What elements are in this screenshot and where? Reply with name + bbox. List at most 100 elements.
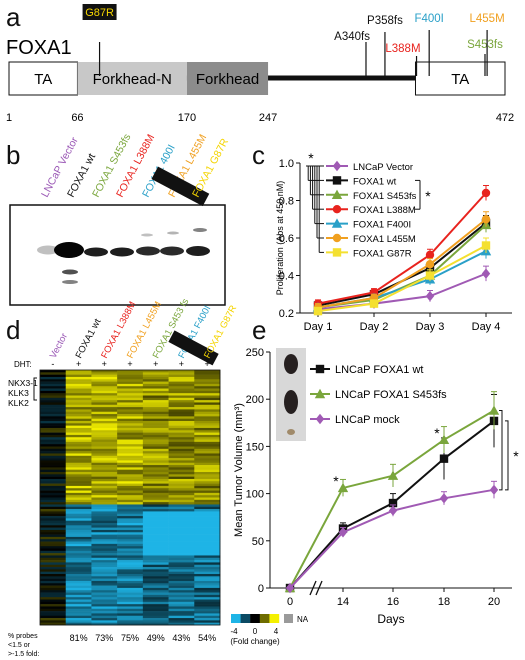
heatmap-cell [194, 504, 221, 508]
heatmap-cell [91, 421, 118, 424]
heatmap-cell [117, 557, 144, 561]
heatmap-cell [168, 397, 195, 401]
heatmap-cell [65, 381, 92, 385]
heatmap-cell [40, 488, 67, 491]
legend-label: FOXA1 S453fs [353, 191, 417, 202]
heatmap-cell [65, 620, 92, 623]
heatmap-cell [91, 469, 118, 473]
heatmap-cell [40, 541, 67, 545]
heatmap-cell [168, 539, 195, 542]
heatmap-cell [142, 543, 169, 547]
series-line [317, 192, 487, 305]
heatmap-cell [65, 397, 92, 401]
heatmap-cell [168, 608, 195, 612]
axis-break [309, 580, 317, 596]
heatmap-cell [40, 432, 67, 436]
heatmap-cell [168, 453, 195, 457]
heatmap-cell [117, 620, 144, 623]
heatmap-cell [142, 451, 169, 454]
heatmap-cell [142, 548, 169, 552]
heatmap-cell [91, 567, 118, 570]
heatmap-cell [91, 564, 118, 568]
heatmap-cell [65, 576, 92, 579]
lane-label-highlight [151, 166, 210, 207]
footer-label: <1.5 or [8, 642, 31, 649]
heatmap-cell [117, 397, 144, 401]
heatmap-cell [117, 532, 144, 535]
heatmap-cell [91, 427, 118, 431]
heatmap-cell [91, 402, 118, 406]
domain-box [186, 62, 269, 95]
heatmap-cell [142, 590, 169, 593]
heatmap-cell [91, 434, 118, 438]
heatmap-cell [168, 388, 195, 392]
heatmap-cell [117, 462, 144, 466]
x-tick-label: Day 4 [472, 321, 501, 333]
heatmap-cell [142, 511, 169, 515]
heatmap-cell [117, 402, 144, 406]
domain-label: TA [34, 71, 52, 88]
heatmap-cell [117, 527, 144, 531]
heatmap-cell [91, 409, 118, 413]
heatmap-cell [40, 476, 67, 480]
heatmap-cell [40, 562, 67, 566]
heatmap-cell [65, 529, 92, 533]
heatmap-cell [40, 529, 67, 533]
heatmap-cell [142, 453, 169, 457]
heatmap-cell [40, 439, 67, 443]
heatmap-cell [194, 446, 221, 450]
heatmap-cell [65, 599, 92, 603]
heatmap-cell [40, 611, 67, 614]
heatmap-cell [91, 604, 118, 607]
heatmap-cell [40, 441, 67, 445]
heatmap-cell [40, 606, 67, 610]
heatmap-cell [117, 601, 144, 605]
heatmap-cell [194, 564, 221, 568]
heatmap-cell [168, 444, 195, 447]
heatmap-cell [65, 379, 92, 382]
heatmap-cell [65, 451, 92, 454]
heatmap-cell [91, 499, 118, 503]
dht-mark: + [205, 359, 210, 369]
y-tick-label: 0.2 [279, 308, 294, 320]
heatmap-cell [194, 432, 221, 436]
heatmap-cell [91, 529, 118, 533]
heatmap-cell [117, 518, 144, 521]
heatmap-cell [117, 548, 144, 552]
heatmap-cell [117, 590, 144, 593]
heatmap-cell [142, 427, 169, 431]
heatmap-cell [168, 532, 195, 535]
heatmap-cell [40, 543, 67, 547]
legend-marker [331, 189, 343, 199]
heatmap-cell [194, 513, 221, 517]
heatmap-cell [91, 379, 118, 382]
heatmap-cell [194, 427, 221, 431]
heatmap-cell [40, 576, 67, 579]
heatmap-cell [142, 370, 169, 373]
data-point [481, 241, 491, 250]
heatmap-cell [65, 613, 92, 617]
heatmap-cell [65, 483, 92, 487]
heatmap-cell [40, 469, 67, 473]
heatmap-cell [194, 488, 221, 491]
heatmap-cell [65, 527, 92, 531]
heatmap-cell [168, 578, 195, 582]
heatmap-cell [142, 439, 169, 443]
heatmap-cell [40, 525, 67, 528]
heatmap-cell [142, 534, 169, 538]
heatmap-cell [40, 483, 67, 487]
heatmap-cell [65, 488, 92, 491]
data-point [439, 454, 449, 463]
na-label: NA [297, 615, 309, 624]
heatmap-cell [194, 381, 221, 385]
heatmap-cell [194, 388, 221, 392]
heatmap-cell [194, 418, 221, 422]
heatmap-cell [40, 555, 67, 559]
legend-marker [315, 413, 325, 425]
heatmap-cell [117, 490, 144, 494]
heatmap-cell [117, 506, 144, 510]
heatmap-cell [168, 483, 195, 487]
heatmap-cell [194, 611, 221, 614]
heatmap-cell [91, 608, 118, 612]
significance-star: * [333, 473, 339, 489]
